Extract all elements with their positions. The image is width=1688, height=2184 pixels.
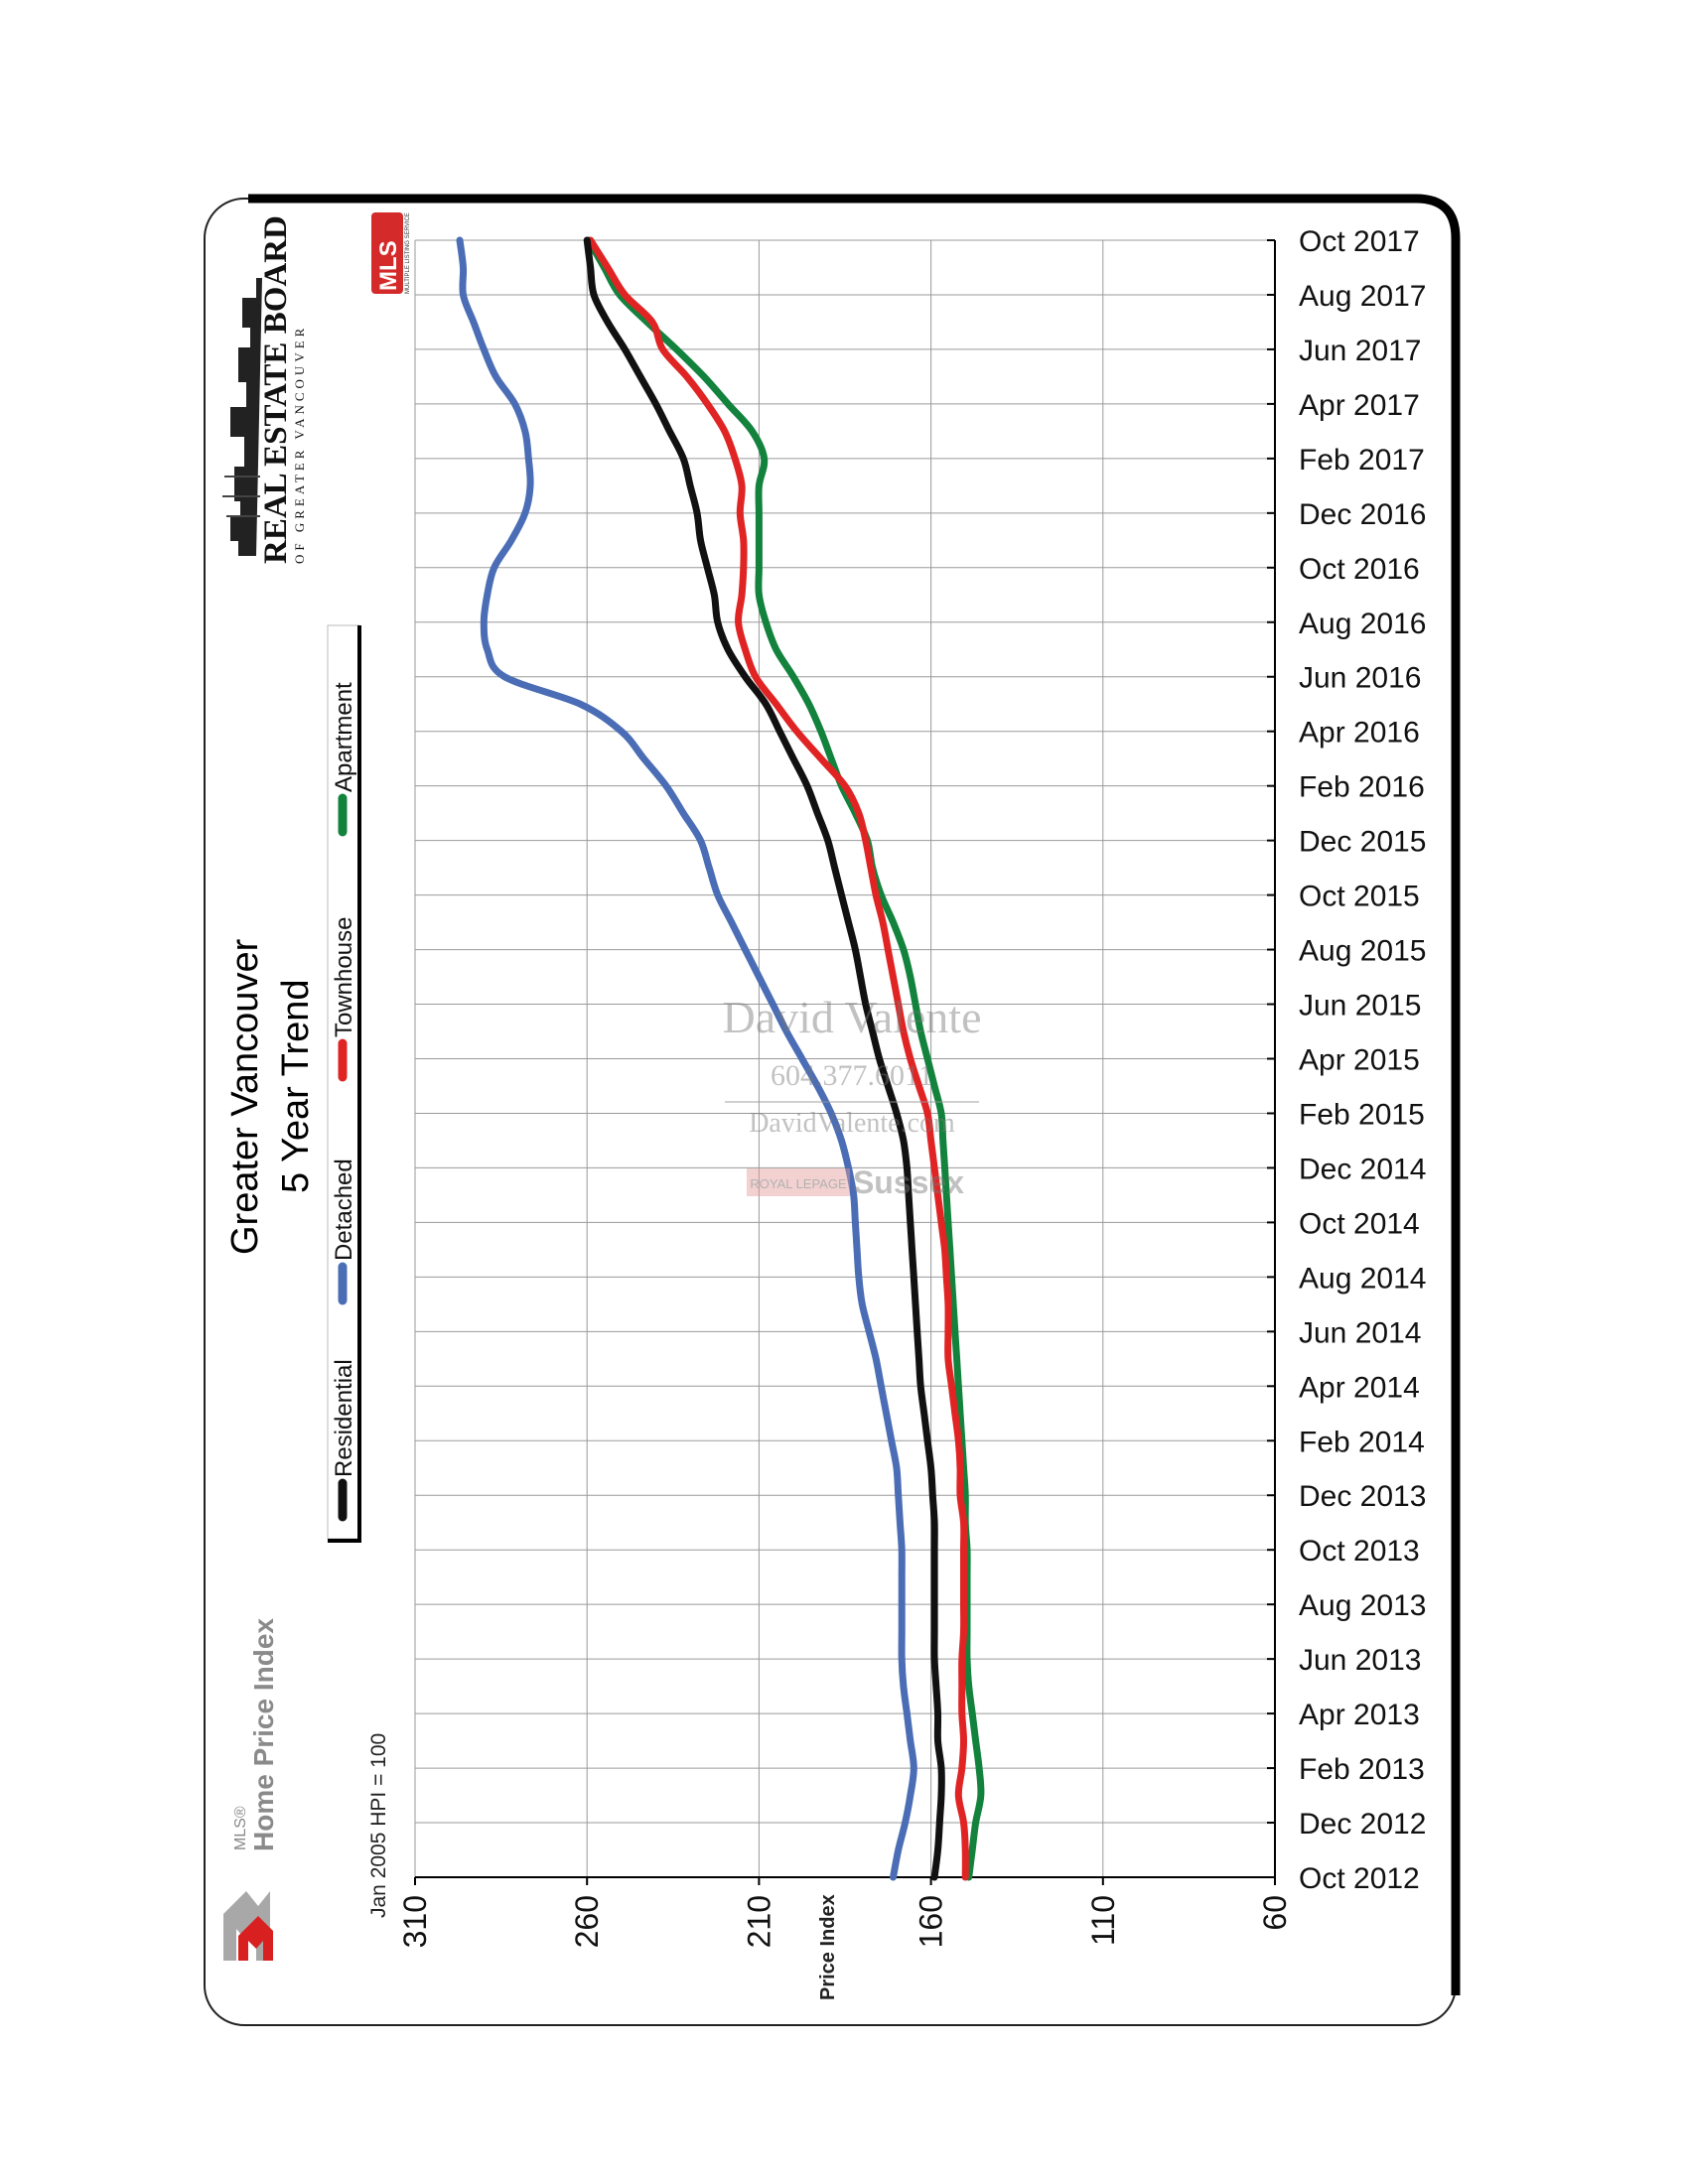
date-tick-label: Jun 2013 <box>1299 1644 1421 1677</box>
date-tick-label: Apr 2017 <box>1299 389 1420 422</box>
legend-label-apartment: Apartment <box>331 682 357 792</box>
hpi-logo-mark-red <box>238 1916 273 1961</box>
chart-title: Greater Vancouver <box>224 938 266 1255</box>
date-tick-label: Jun 2016 <box>1299 662 1421 695</box>
hpi-brand-text: Home Price Index <box>248 1618 279 1851</box>
price-tick-labels: 310 260 210 160 110 60 <box>397 1895 1293 1948</box>
axis-tick-marks <box>414 239 1276 1885</box>
date-tick-label: Aug 2013 <box>1299 1589 1426 1622</box>
date-tick-label: Apr 2016 <box>1299 717 1420 750</box>
series-lines <box>456 236 985 1881</box>
mls-logo: MLS MULTIPLE LISTING SERVICE <box>371 212 411 294</box>
date-tick-label: Apr 2013 <box>1299 1699 1420 1731</box>
watermark-site: DavidValente.com <box>749 1108 955 1139</box>
price-tick-label: 160 <box>914 1895 949 1948</box>
date-tick-label: Apr 2015 <box>1299 1044 1420 1077</box>
price-tick-label: 260 <box>569 1895 605 1948</box>
watermark-brokerage-badge <box>747 1168 850 1196</box>
mls-logo-text: MLS <box>375 240 402 291</box>
date-tick-label: Jun 2017 <box>1299 335 1421 367</box>
watermark-brokerage-b: Sussex <box>853 1164 964 1200</box>
date-tick-label: Dec 2013 <box>1299 1480 1426 1513</box>
mls-logo-badge <box>371 212 403 294</box>
price-tick-label: 210 <box>741 1895 776 1948</box>
price-axis-label-line1: Price Index <box>817 1894 839 2000</box>
legend-box <box>327 624 360 1540</box>
hpi-brand-prefix: MLS® <box>232 1806 249 1850</box>
date-tick-label: Feb 2013 <box>1299 1753 1425 1786</box>
price-tick-label: 110 <box>1085 1895 1121 1946</box>
date-tick-label: Dec 2016 <box>1299 498 1426 531</box>
mls-logo-sub: MULTIPLE LISTING SERVICE <box>405 212 411 294</box>
price-tick-label: 310 <box>397 1895 433 1948</box>
series-line-residential <box>583 236 945 1881</box>
date-tick-label: Aug 2014 <box>1299 1262 1426 1295</box>
reb-skyline-icon <box>230 278 262 556</box>
hpi-base-note: Jan 2005 HPI = 100 <box>367 1733 390 1918</box>
watermark-phone: 604.377.6011 <box>771 1059 933 1092</box>
date-tick-label: Feb 2015 <box>1299 1098 1425 1131</box>
plot-area <box>414 236 1276 1885</box>
date-tick-label: Oct 2014 <box>1299 1207 1420 1240</box>
series-line-townhouse <box>587 236 969 1881</box>
reb-logo: REAL ESTATE BOARD OF GREATER VANCOUVER <box>222 215 307 564</box>
date-tick-label: Feb 2016 <box>1299 771 1425 804</box>
legend-box-shadow <box>328 625 361 1543</box>
date-tick-label: Aug 2015 <box>1299 935 1426 968</box>
series-line-detached <box>456 236 917 1881</box>
date-tick-label: Oct 2015 <box>1299 881 1420 913</box>
price-tick-label: 60 <box>1257 1895 1293 1931</box>
date-tick-label: Aug 2016 <box>1299 608 1426 640</box>
date-tick-label: Jun 2015 <box>1299 990 1421 1023</box>
watermark: David Valente 604.377.6011 DavidValente.… <box>722 992 981 1200</box>
legend-label-detached: Detached <box>331 1159 357 1261</box>
date-tick-label: Feb 2017 <box>1299 444 1425 477</box>
date-tick-label: Oct 2017 <box>1299 225 1420 258</box>
hpi-logo: MLS® Home Price Index <box>223 1618 279 1961</box>
date-tick-label: Dec 2012 <box>1299 1808 1426 1841</box>
date-tick-label: Jun 2014 <box>1299 1316 1421 1349</box>
chart-subtitle: 5 Year Trend <box>275 979 317 1193</box>
date-tick-label: Feb 2014 <box>1299 1426 1425 1458</box>
date-tick-label: Dec 2015 <box>1299 826 1426 859</box>
watermark-name: David Valente <box>722 992 981 1042</box>
legend-label-residential: Residential <box>331 1359 357 1477</box>
watermark-brokerage-a: ROYAL LEPAGE <box>750 1176 847 1191</box>
frame-heavy-edge <box>248 194 1461 1995</box>
date-tick-labels: Oct 2012 Dec 2012 Feb 2013 Apr 2013 Jun 2013… <box>1299 225 1426 1895</box>
legend: Residential Detached Townhouse Apartment <box>327 624 361 1543</box>
date-tick-label: Aug 2017 <box>1299 280 1426 313</box>
date-tick-label: Dec 2014 <box>1299 1153 1426 1185</box>
reb-board-name: REAL ESTATE BOARD <box>258 215 294 564</box>
legend-label-townhouse: Townhouse <box>331 917 357 1037</box>
date-tick-label: Oct 2016 <box>1299 553 1420 586</box>
date-tick-label: Oct 2012 <box>1299 1862 1420 1895</box>
date-tick-label: Oct 2013 <box>1299 1535 1420 1568</box>
reb-board-sub: OF GREATER VANCOUVER <box>292 325 307 564</box>
date-tick-label: Apr 2014 <box>1299 1371 1420 1404</box>
reb-water-lines <box>222 476 260 517</box>
